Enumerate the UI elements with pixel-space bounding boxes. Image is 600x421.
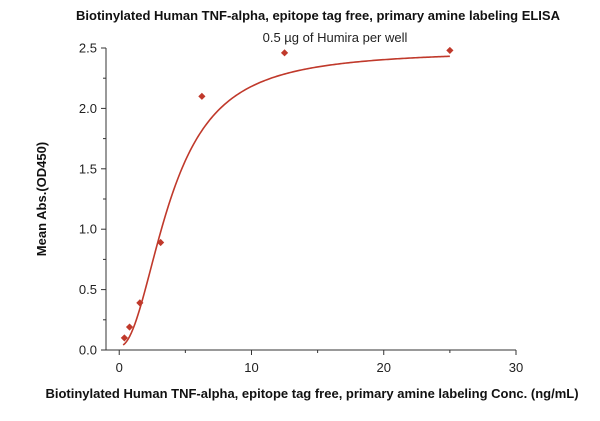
y-tick-label: 1.0 <box>79 222 97 237</box>
fit-curve <box>122 55 450 346</box>
y-tick-label: 2.5 <box>79 41 97 56</box>
data-point <box>198 92 206 100</box>
x-tick-label: 10 <box>244 360 258 375</box>
x-axis-ticks: 0 10 20 30 <box>116 350 523 375</box>
y-axis-ticks: 0.0 0.5 1.0 1.5 2.0 2.5 <box>79 41 106 358</box>
data-markers <box>120 46 454 342</box>
data-point <box>125 323 134 331</box>
data-point <box>446 46 454 55</box>
chart-subtitle: 0.5 µg of Humira per well <box>263 30 408 45</box>
y-tick-label: 2.0 <box>79 101 97 116</box>
y-tick-label: 0.0 <box>79 343 97 358</box>
data-point <box>157 238 165 247</box>
y-axis-label: Mean Abs.(OD450) <box>34 142 49 256</box>
x-tick-label: 0 <box>116 360 123 375</box>
data-point <box>120 334 128 342</box>
x-tick-label: 20 <box>377 360 391 375</box>
chart-title: Biotinylated Human TNF-alpha, epitope ta… <box>76 8 561 23</box>
plot-area: 0.0 0.5 1.0 1.5 2.0 2.5 0 10 20 30 <box>79 41 523 376</box>
x-tick-label: 30 <box>509 360 523 375</box>
data-point <box>280 49 289 57</box>
y-tick-label: 0.5 <box>79 282 97 297</box>
x-axis-label: Biotinylated Human TNF-alpha, epitope ta… <box>45 386 578 401</box>
data-point <box>136 299 144 307</box>
y-tick-label: 1.5 <box>79 161 97 176</box>
